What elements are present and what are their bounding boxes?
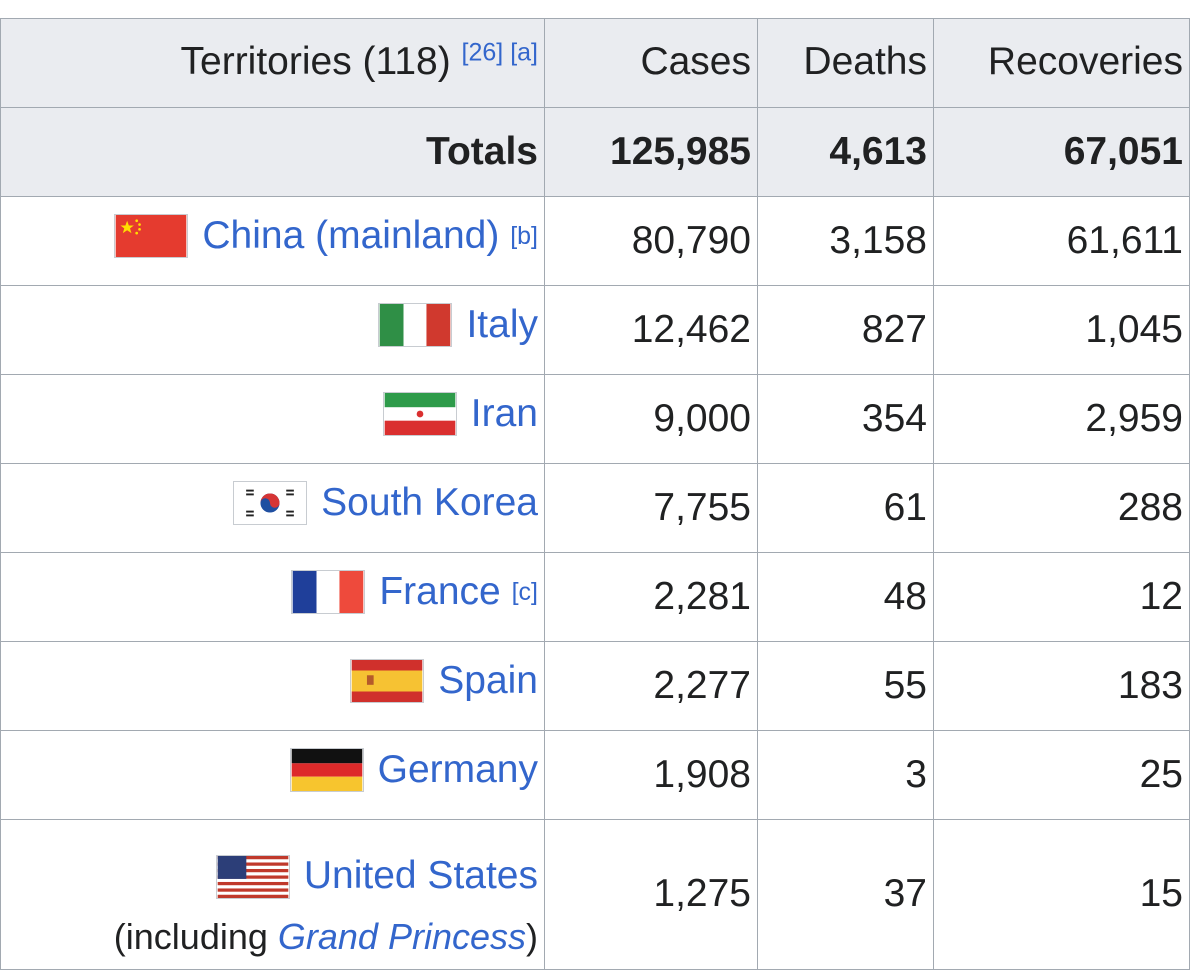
recoveries-cell: 183 bbox=[933, 641, 1190, 731]
header-deaths[interactable]: Deaths bbox=[757, 18, 934, 108]
header-territories-label: Territories (118) bbox=[180, 40, 451, 83]
cases-cell: 2,281 bbox=[544, 552, 758, 642]
ref-a-link[interactable]: [a] bbox=[510, 38, 538, 67]
recoveries-cell: 12 bbox=[933, 552, 1190, 642]
grand-princess-link[interactable]: Grand Princess bbox=[277, 915, 526, 957]
cases-cell: 1,908 bbox=[544, 730, 758, 820]
territory-cell: South Korea bbox=[0, 463, 545, 553]
territory-cell: Iran bbox=[0, 374, 545, 464]
table-row: Spain 2,277 55 183 bbox=[0, 641, 1190, 731]
recoveries-cell: 288 bbox=[933, 463, 1190, 553]
deaths-cell: 3,158 bbox=[757, 196, 934, 286]
cases-cell: 9,000 bbox=[544, 374, 758, 464]
deaths-cell: 48 bbox=[757, 552, 934, 642]
table-row: China (mainland) [b] 80,790 3,158 61,611 bbox=[0, 196, 1190, 286]
deaths-cell: 3 bbox=[757, 730, 934, 820]
totals-row: Totals 125,985 4,613 67,051 bbox=[0, 107, 1190, 197]
recoveries-cell: 61,611 bbox=[933, 196, 1190, 286]
territory-link-china[interactable]: China (mainland) bbox=[202, 213, 500, 257]
territory-link-germany[interactable]: Germany bbox=[377, 747, 538, 791]
deaths-cell: 55 bbox=[757, 641, 934, 731]
ref-26-link[interactable]: [26] bbox=[461, 38, 504, 67]
header-cases[interactable]: Cases bbox=[544, 18, 758, 108]
territory-cell: United States (including Grand Princess) bbox=[0, 819, 545, 970]
totals-deaths: 4,613 bbox=[757, 107, 934, 197]
table-row: Italy 12,462 827 1,045 bbox=[0, 285, 1190, 375]
grand-princess-note: (including Grand Princess) bbox=[113, 915, 538, 957]
totals-cases: 125,985 bbox=[544, 107, 758, 197]
territory-link-united-states[interactable]: United States bbox=[303, 854, 538, 898]
table-row: Germany 1,908 3 25 bbox=[0, 730, 1190, 820]
totals-label: Totals bbox=[0, 107, 545, 197]
us-flag-icon bbox=[215, 854, 290, 899]
germany-flag-icon bbox=[289, 748, 364, 793]
south-korea-flag-icon bbox=[233, 481, 308, 526]
covid-territories-table: Territories (118) [26] [a] Cases Deaths … bbox=[0, 18, 1190, 970]
territory-link-spain[interactable]: Spain bbox=[438, 658, 538, 702]
territory-link-iran[interactable]: Iran bbox=[470, 391, 538, 435]
recoveries-cell: 25 bbox=[933, 730, 1190, 820]
table-header-row: Territories (118) [26] [a] Cases Deaths … bbox=[0, 18, 1190, 108]
territory-cell: France [c] bbox=[0, 552, 545, 642]
recoveries-cell: 1,045 bbox=[933, 285, 1190, 375]
cases-cell: 1,275 bbox=[544, 819, 758, 970]
table-row: France [c] 2,281 48 12 bbox=[0, 552, 1190, 642]
territory-link-south-korea[interactable]: South Korea bbox=[321, 480, 538, 524]
china-flag-icon bbox=[114, 214, 189, 259]
table-row: Iran 9,000 354 2,959 bbox=[0, 374, 1190, 464]
header-recoveries[interactable]: Recoveries bbox=[933, 18, 1190, 108]
deaths-cell: 354 bbox=[757, 374, 934, 464]
totals-recoveries: 67,051 bbox=[933, 107, 1190, 197]
france-flag-icon bbox=[291, 570, 366, 615]
note-b-link[interactable]: [b] bbox=[510, 222, 538, 251]
spain-flag-icon bbox=[350, 659, 425, 704]
iran-flag-icon bbox=[382, 392, 457, 437]
deaths-cell: 61 bbox=[757, 463, 934, 553]
cases-cell: 2,277 bbox=[544, 641, 758, 731]
deaths-cell: 37 bbox=[757, 819, 934, 970]
territory-cell: Spain bbox=[0, 641, 545, 731]
table-row: South Korea 7,755 61 288 bbox=[0, 463, 1190, 553]
territory-cell: Italy bbox=[0, 285, 545, 375]
cases-cell: 80,790 bbox=[544, 196, 758, 286]
italy-flag-icon bbox=[378, 303, 453, 348]
recoveries-cell: 15 bbox=[933, 819, 1190, 970]
table-row: United States (including Grand Princess)… bbox=[0, 819, 1190, 970]
deaths-cell: 827 bbox=[757, 285, 934, 375]
recoveries-cell: 2,959 bbox=[933, 374, 1190, 464]
cases-cell: 12,462 bbox=[544, 285, 758, 375]
header-territories[interactable]: Territories (118) [26] [a] bbox=[0, 18, 545, 108]
territory-link-italy[interactable]: Italy bbox=[466, 302, 538, 346]
territory-link-france[interactable]: France bbox=[379, 569, 501, 613]
note-c-link[interactable]: [c] bbox=[511, 578, 538, 607]
territory-cell: Germany bbox=[0, 730, 545, 820]
territory-cell: China (mainland) [b] bbox=[0, 196, 545, 286]
cases-cell: 7,755 bbox=[544, 463, 758, 553]
